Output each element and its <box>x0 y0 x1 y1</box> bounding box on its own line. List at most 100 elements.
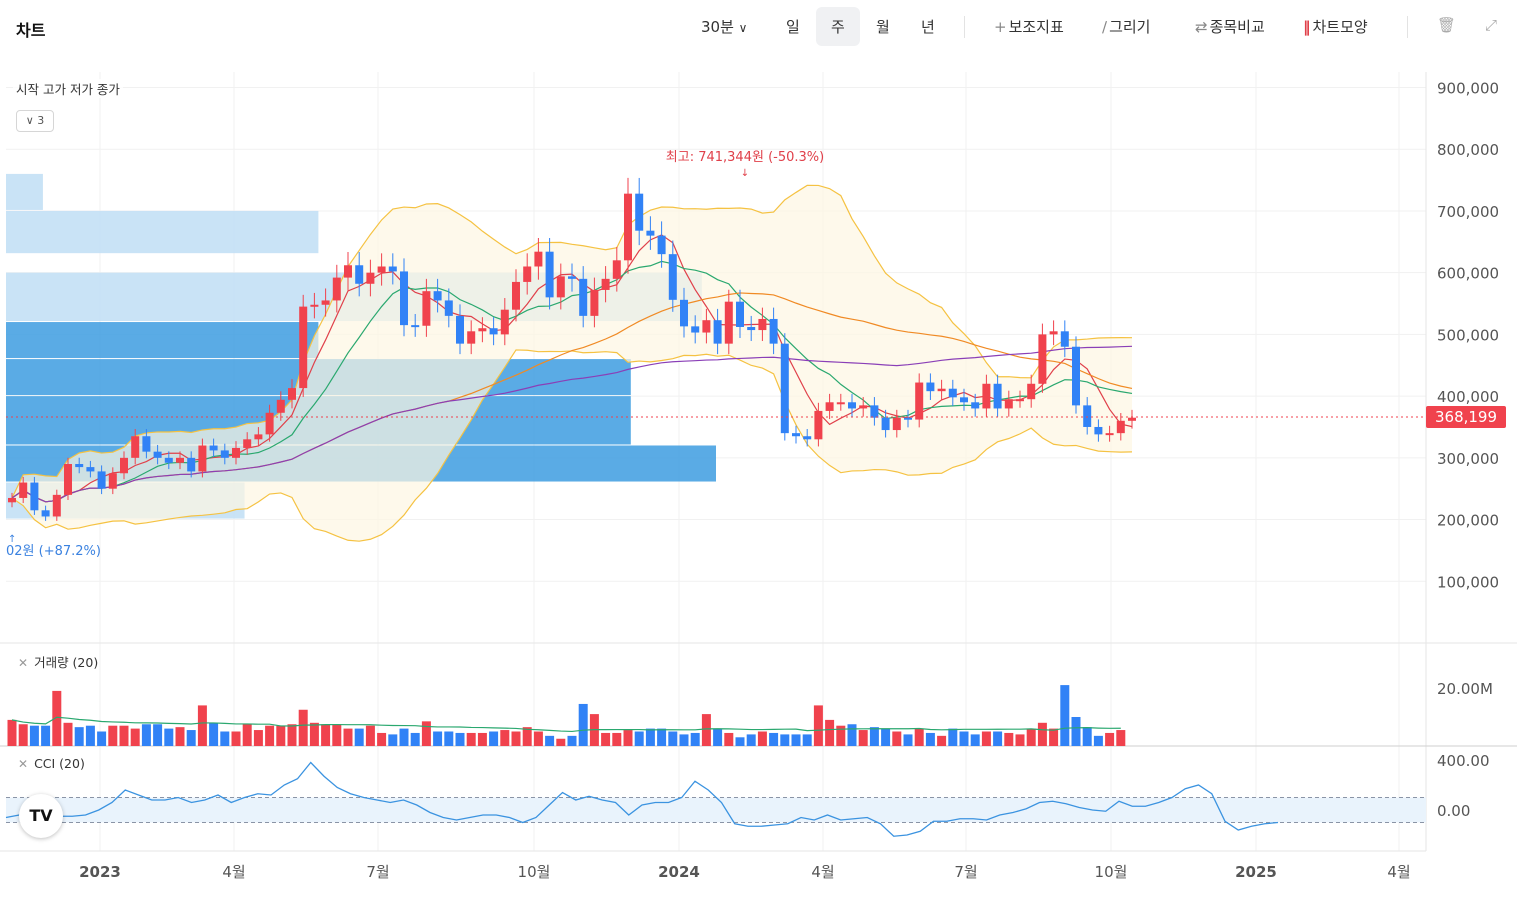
volume-bar <box>813 705 823 746</box>
candle-body <box>1083 405 1092 427</box>
volume-bar <box>455 732 465 746</box>
indicators-button[interactable]: + 보조지표 <box>994 16 1064 37</box>
volume-bar <box>276 725 286 746</box>
candle-body <box>422 291 431 326</box>
volume-bar <box>18 724 28 746</box>
candle-body <box>713 320 722 344</box>
volume-bar <box>836 725 846 746</box>
candle-body <box>1049 331 1058 335</box>
close-icon[interactable]: ✕ <box>18 656 29 670</box>
volume-bar <box>29 725 39 746</box>
compare-button[interactable]: ⇄ 종목비교 <box>1195 16 1265 37</box>
active-period-highlight <box>816 7 860 46</box>
candle-body <box>758 318 767 331</box>
interval-dropdown[interactable]: 30분 ∨ <box>701 16 747 37</box>
period-year-button[interactable]: 년 <box>921 18 935 36</box>
candle-body <box>792 433 800 437</box>
volume-bar <box>657 728 667 746</box>
plus-icon: + <box>994 18 1007 36</box>
candle-body <box>209 445 218 451</box>
volume-bar <box>477 732 487 746</box>
candle-body <box>467 331 476 344</box>
tradingview-logo-icon: TV <box>19 794 63 838</box>
time-axis[interactable]: 2023 4월 7월 10월 2024 4월 7월 10월 2025 4월 <box>79 863 1411 881</box>
volume-bar <box>993 731 1003 746</box>
candle-body <box>1105 433 1114 436</box>
candle-body <box>825 402 834 411</box>
volume-bar <box>757 731 767 746</box>
volume-bar <box>690 732 700 746</box>
volume-bar <box>1037 722 1047 746</box>
candle-body <box>86 467 95 472</box>
candle-body <box>52 494 61 517</box>
toolbar-divider-2 <box>1407 16 1408 38</box>
volume-bar <box>231 731 241 746</box>
candle-body <box>1038 334 1047 384</box>
candle-body <box>265 412 274 435</box>
volume-bar <box>242 724 252 746</box>
candle-body <box>668 254 677 300</box>
candle-body <box>388 266 397 272</box>
candle-body <box>1004 399 1013 409</box>
candle-body <box>523 266 532 282</box>
candle-body <box>344 265 352 278</box>
volume-bar <box>52 690 62 746</box>
candle-body <box>590 289 599 316</box>
candle-body <box>433 291 442 301</box>
volume-bar <box>925 732 935 746</box>
volume-bar <box>388 734 398 746</box>
candle-body <box>724 301 733 344</box>
chart-type-button[interactable]: ‖ 차트모양 <box>1303 16 1368 37</box>
cci-pane-label: ✕ CCI (20) <box>18 756 85 771</box>
period-day-button[interactable]: 일 <box>786 18 800 36</box>
candle-body <box>814 410 823 440</box>
volume-bar <box>1026 728 1036 746</box>
volume-bar <box>1082 727 1092 746</box>
cci-band-fill <box>6 797 1426 823</box>
draw-label: 그리기 <box>1109 18 1151 36</box>
time-axis-tick: 7월 <box>366 863 389 881</box>
volume-bar <box>735 737 745 746</box>
volume-bar <box>769 732 779 746</box>
candle-body <box>747 326 756 331</box>
bollinger-fill <box>12 185 1132 542</box>
volume-bar <box>1049 728 1059 746</box>
cci-line <box>5 761 1279 837</box>
candle-body <box>848 402 856 409</box>
candle-body <box>646 230 655 236</box>
candle-body <box>120 457 128 474</box>
candle-body <box>97 471 106 489</box>
candle-body <box>937 388 946 392</box>
candlestick-icon: ‖ <box>1303 18 1311 36</box>
volume-bar <box>914 728 924 746</box>
draw-button[interactable]: ∕ 그리기 <box>1102 16 1150 37</box>
volume-bar <box>164 728 174 746</box>
volume-bar <box>489 731 499 746</box>
candle-body <box>881 417 890 431</box>
volume-bar <box>41 725 51 746</box>
candle-body <box>769 318 778 344</box>
time-axis-tick: 10월 <box>1095 863 1128 881</box>
candle-body <box>377 266 386 273</box>
period-week-button[interactable]: 주 <box>831 18 845 36</box>
period-month-button[interactable]: 월 <box>876 18 890 36</box>
candle-body <box>545 251 554 298</box>
expand-icon[interactable]: ⤢ <box>1485 16 1498 34</box>
volume-bar <box>377 732 387 746</box>
chart-title: 차트 <box>16 21 46 40</box>
candle-body <box>624 193 632 261</box>
high-annotation: 최고: 741,344원 (-50.3%) <box>666 150 824 165</box>
trash-icon[interactable]: 🗑︎ <box>1437 16 1457 34</box>
volume-bar <box>713 728 723 746</box>
compare-label: 종목비교 <box>1209 18 1265 36</box>
close-icon[interactable]: ✕ <box>18 757 29 771</box>
price-axis[interactable]: 900,000 800,000 700,000 600,000 500,000 400,0… <box>1437 80 1499 592</box>
legend-collapse-button[interactable]: ∨ 3 <box>16 110 54 132</box>
candle-body <box>1060 331 1069 347</box>
volume-bar <box>533 731 543 746</box>
volume-bar <box>869 727 879 746</box>
volume-bar <box>421 721 431 746</box>
time-axis-tick: 4월 <box>1387 863 1410 881</box>
candle-body <box>299 306 308 389</box>
